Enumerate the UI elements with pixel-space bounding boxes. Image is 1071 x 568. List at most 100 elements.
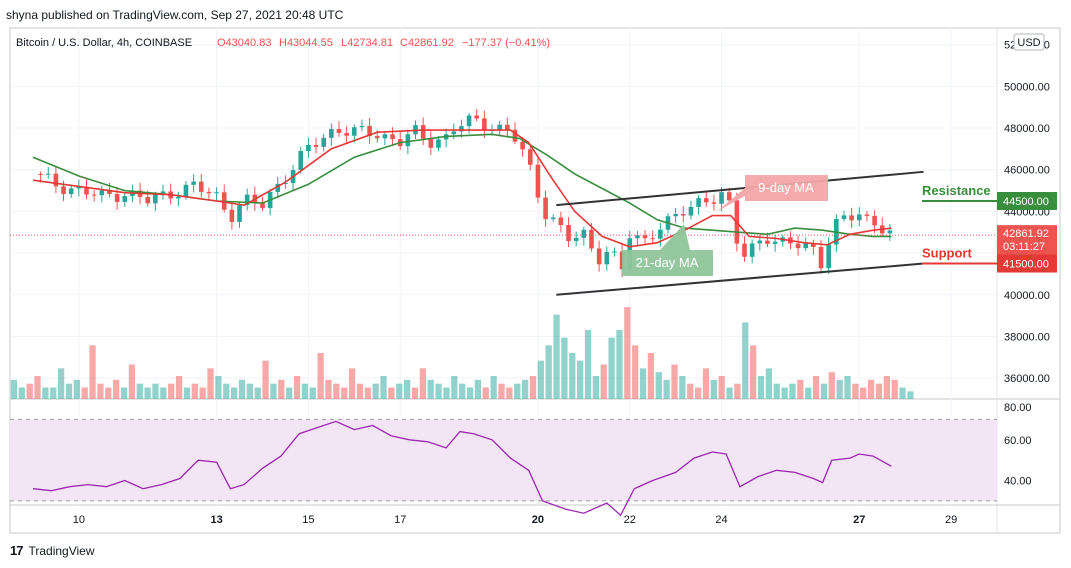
volume-bar [254,387,261,399]
volume-bar [113,379,120,399]
price-tick-label: 40000.00 [1004,290,1050,302]
countdown-label: 03:11:27 [1003,241,1045,253]
volume-bar [105,387,112,399]
volume-bar [694,387,702,399]
candle-body [313,144,319,147]
last-price-tag [997,225,1057,256]
volume-bar [875,383,883,399]
candle-body [53,173,59,187]
last-price-label: 42861.92 [1003,228,1049,240]
level-price-tag [997,191,1057,210]
volume-bar [325,379,332,399]
candle-body [451,131,457,135]
volume-bar [836,379,843,399]
volume-bar [773,383,780,399]
candle-body [512,129,518,142]
candle-body [872,215,877,226]
volume-bar [427,379,434,399]
level-name: Resistance [922,183,991,198]
price-channel [556,170,924,296]
volume-bar [364,387,371,399]
candle-body [811,243,816,247]
candle-body [107,190,112,194]
volume-bar [278,379,285,399]
candle-body [719,192,724,204]
price-tick-label: 48000.00 [1004,123,1050,135]
candle-body [275,183,281,192]
volume-bar [175,376,183,399]
candle-body [550,217,556,220]
volume-bar [246,383,253,399]
candle-body [573,237,579,242]
candle-body [841,215,847,220]
ma21-callout [622,224,713,276]
currency-button-bg[interactable] [1013,33,1045,51]
publisher-line: shyna published on TradingView.com, Sep … [6,8,344,22]
volume-bar [348,368,356,399]
volume-bar [183,387,191,399]
volume-bar [867,379,875,399]
volume-bar [529,376,537,399]
legend-symbol: Bitcoin / U.S. Dollar, 4h, COINBASE [16,37,192,49]
volume-bar [844,376,851,399]
candle-body [658,229,663,239]
volume-bar [120,387,128,399]
volume-bar [687,383,694,399]
candle-body [742,243,747,257]
legend-close: C42861.92 [400,37,454,49]
currency-button[interactable]: USD [1017,37,1040,49]
volume-bar [671,364,678,399]
volume-bar [506,387,513,399]
ma21-line [32,133,892,238]
volume-bar [293,376,301,399]
volume-bar [820,383,828,399]
volume-bar [356,383,364,399]
footer-brand-text: TradingView [28,543,95,558]
time-tick-label: 27 [853,514,865,526]
candle-body [229,209,235,222]
candle-body [45,173,51,175]
candle-body [38,173,43,175]
candle-body [642,235,648,239]
rsi-polyline [32,420,892,517]
volume-bar [624,307,631,399]
volume-bar [608,337,615,399]
time-tick-label: 29 [945,514,957,526]
candle-body [887,230,893,234]
candle-body [76,186,82,189]
volume-bar [89,345,96,399]
volume-bar [474,379,482,399]
ma9-line [32,129,892,248]
candle-body [206,191,212,194]
candle-body [436,139,441,148]
volume-bar [215,376,222,399]
candle-body [772,241,778,244]
candle-body [703,198,709,203]
volume-bar [561,337,568,399]
candle-body [367,125,372,137]
candle-body [596,248,602,265]
candle-body [382,134,388,139]
volume-bar [286,387,293,399]
volume-bar [584,330,592,399]
price-tick-label: 50000.00 [1004,81,1050,93]
volume-bar [50,387,57,399]
candle-body [198,181,204,192]
ma-labels: 9-day MA 21-day MA [622,175,828,276]
candle-body [214,192,219,194]
volume-bar [97,383,104,399]
volume-bar [765,368,773,399]
volume-bars [10,307,914,399]
footer-brand: 17 TradingView [10,543,95,558]
candle-body [849,215,854,221]
volume-bar [545,345,552,399]
volume-bar [883,376,890,399]
level-price-label: 41500.00 [1003,259,1049,271]
volume-bar [734,383,741,399]
candle-body [91,194,97,196]
time-axis: 10 13 15 17 20 22 24 27 29 [73,514,957,526]
candle-body [183,184,189,198]
legend-high: H43044.55 [279,37,333,49]
